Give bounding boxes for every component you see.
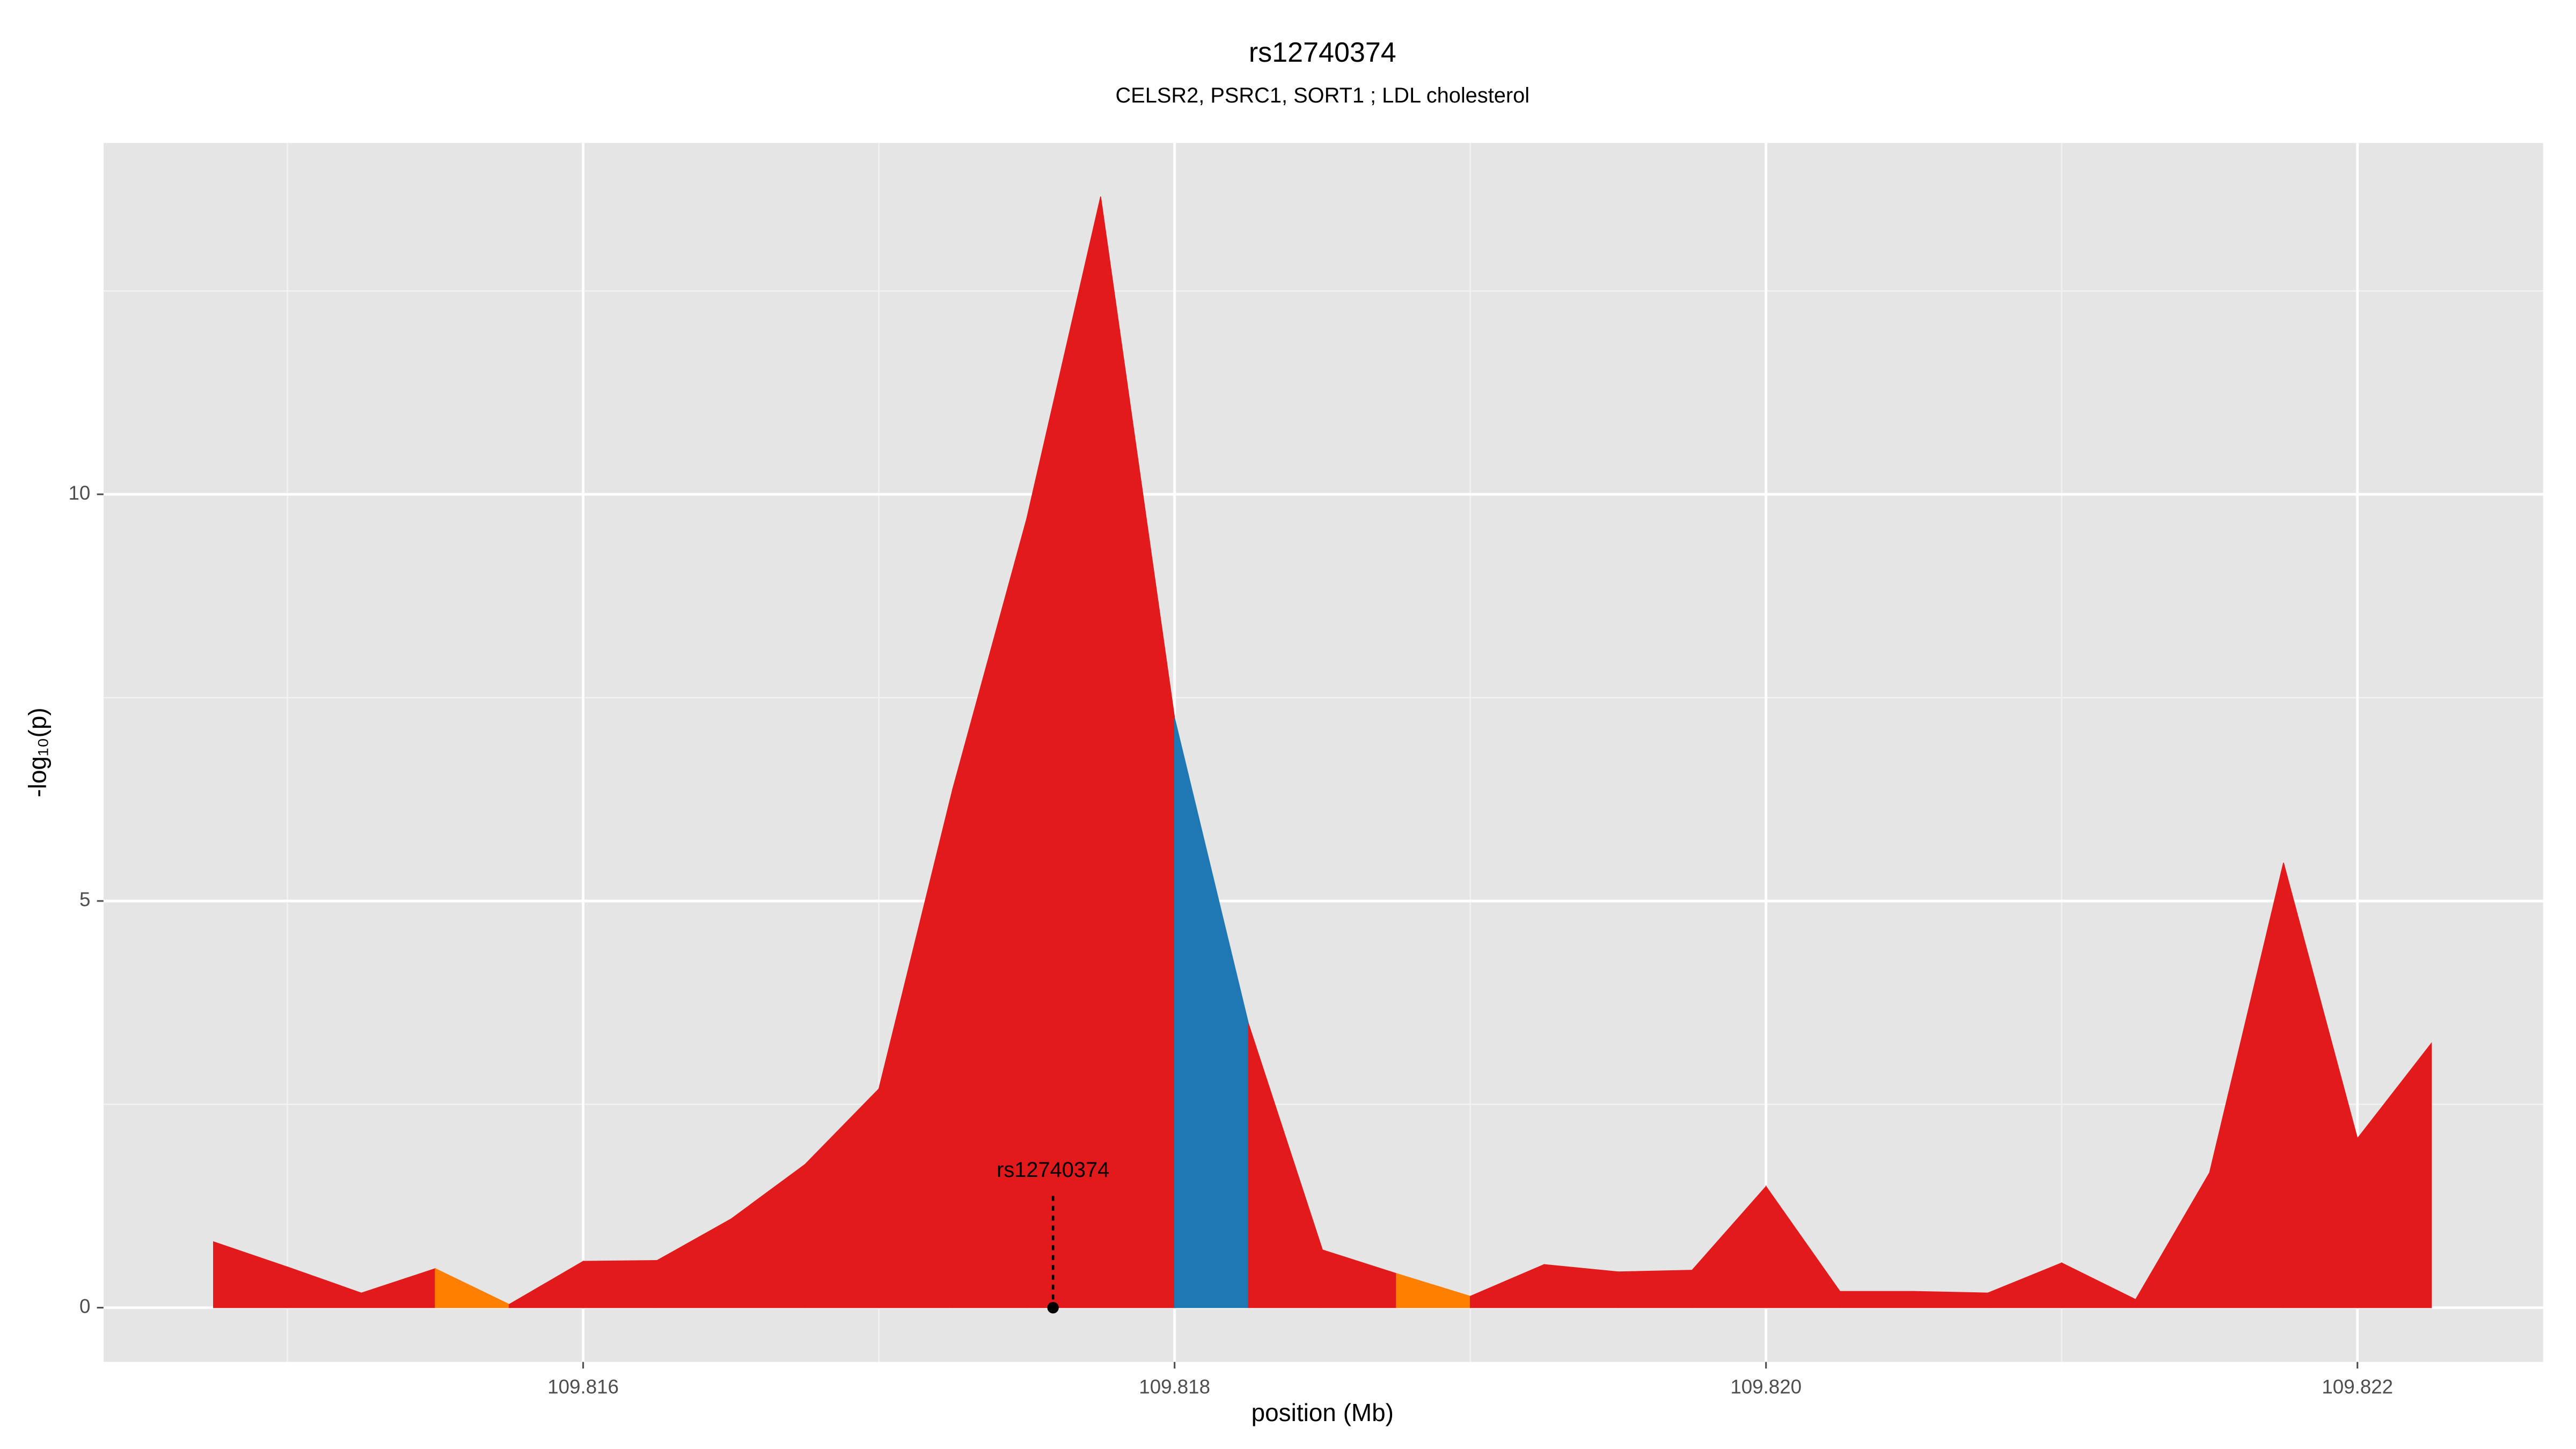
- y-axis-title: -log₁₀(p): [24, 707, 52, 797]
- annotation-label: rs12740374: [997, 1158, 1109, 1182]
- annotation: rs12740374: [997, 1158, 1109, 1314]
- y-tick-label: 10: [69, 482, 91, 504]
- area-segment: [582, 1260, 658, 1308]
- x-tick-label: 109.816: [547, 1375, 619, 1397]
- tick-labels: 109.816 109.818 109.820 109.822 0 5 10: [69, 482, 2394, 1398]
- area-segment: [1543, 1264, 1619, 1308]
- chart-subtitle: CELSR2, PSRC1, SORT1 ; LDL cholesterol: [1115, 84, 1529, 107]
- area-segment: [1618, 1270, 1693, 1308]
- area-segment: [1839, 1291, 1914, 1308]
- area-segment: [2357, 1042, 2432, 1308]
- y-tick-label: 0: [79, 1295, 90, 1317]
- x-axis-title: position (Mb): [1252, 1399, 1394, 1426]
- area-segment: [1913, 1291, 1988, 1308]
- chart-title: rs12740374: [1249, 37, 1396, 68]
- x-tick-label: 109.818: [1139, 1375, 1210, 1397]
- y-tick-label: 5: [79, 889, 90, 911]
- x-tick-label: 109.820: [1730, 1375, 1802, 1397]
- annotation-point: [1047, 1301, 1059, 1314]
- marks: [213, 196, 2432, 1308]
- x-tick-label: 109.822: [2322, 1375, 2393, 1397]
- panel: [103, 143, 2543, 1362]
